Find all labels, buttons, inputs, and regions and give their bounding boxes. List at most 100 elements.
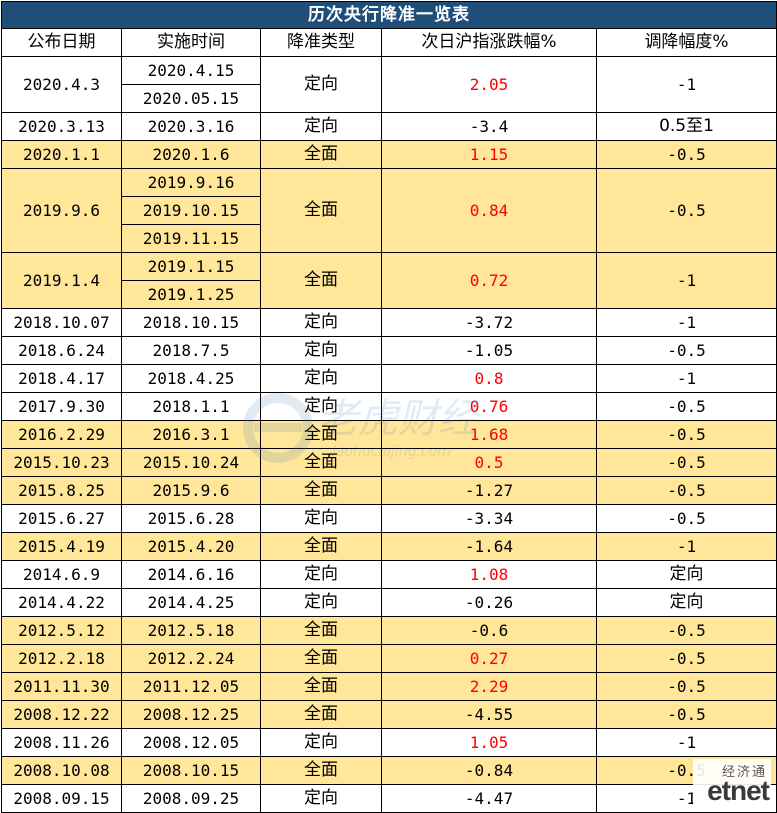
cell-announce: 2020.1.1 bbox=[1, 140, 122, 169]
cell-announce: 2008.11.26 bbox=[1, 728, 122, 757]
header-next-day-change: 次日沪指涨跌幅% bbox=[381, 28, 597, 57]
cell-implement: 2019.9.16 bbox=[121, 168, 261, 197]
table-row: 2008.11.26 2008.12.05 定向 1.05 -1 bbox=[1, 728, 777, 757]
table-row: 2008.09.15 2008.09.25 定向 -4.47 -1 bbox=[1, 784, 777, 813]
cell-cut: -0.5 bbox=[595, 700, 777, 729]
header-cut-size: 调降幅度% bbox=[595, 28, 777, 57]
cell-change: 0.84 bbox=[381, 168, 597, 253]
cell-change: -0.26 bbox=[381, 588, 597, 617]
cell-change: 1.05 bbox=[381, 728, 597, 757]
cell-implement: 2014.6.16 bbox=[121, 560, 261, 589]
cell-type: 全面 bbox=[260, 168, 382, 253]
cell-implement: 2016.3.1 bbox=[121, 420, 261, 449]
cell-announce: 2015.10.23 bbox=[1, 448, 122, 477]
cell-change: -1.64 bbox=[381, 532, 597, 561]
cell-type: 定向 bbox=[260, 504, 382, 533]
cell-change: -1.27 bbox=[381, 476, 597, 505]
table-row: 2019.1.4 2019.1.15 全面 0.72 -1 bbox=[1, 252, 777, 309]
cell-announce: 2019.9.6 bbox=[1, 168, 122, 253]
cell-cut: -0.5 bbox=[595, 616, 777, 645]
cell-cut: -0.5 bbox=[595, 504, 777, 533]
table-row: 2014.6.9 2014.6.16 定向 1.08 定向 bbox=[1, 560, 777, 589]
cell-implement: 2019.1.25 bbox=[121, 280, 261, 309]
cell-type: 定向 bbox=[260, 364, 382, 393]
table-row: 2020.1.1 2020.1.6 全面 1.15 -0.5 bbox=[1, 140, 777, 169]
header-cut-type: 降准类型 bbox=[260, 28, 382, 57]
cell-announce: 2019.1.4 bbox=[1, 252, 122, 309]
table-row: 2019.1.25 bbox=[2, 280, 777, 309]
cell-type: 定向 bbox=[260, 336, 382, 365]
title-row: 历次央行降准一览表 bbox=[0, 1, 777, 29]
table-row: 2018.10.07 2018.10.15 定向 -3.72 -1 bbox=[1, 308, 777, 337]
cell-implement: 2020.1.6 bbox=[121, 140, 261, 169]
cell-change: -0.6 bbox=[381, 616, 597, 645]
table-row: 2015.4.19 2015.4.20 全面 -1.64 -1 bbox=[1, 532, 777, 561]
header-implement-date: 实施时间 bbox=[121, 28, 261, 57]
cell-implement: 2015.10.24 bbox=[121, 448, 261, 477]
cell-announce: 2008.10.08 bbox=[1, 756, 122, 785]
cell-cut: -1 bbox=[595, 364, 777, 393]
cell-change: 2.05 bbox=[381, 56, 597, 113]
table-row: 2012.5.12 2012.5.18 全面 -0.6 -0.5 bbox=[1, 616, 777, 645]
table-row: 2019.11.15 bbox=[2, 224, 777, 253]
cell-cut: -1 bbox=[595, 252, 777, 309]
logo-cn: 经济通 bbox=[721, 765, 767, 780]
cell-change: 0.5 bbox=[381, 448, 597, 477]
cell-implement: 2008.10.15 bbox=[121, 756, 261, 785]
table-row: 2018.4.17 2018.4.25 定向 0.8 -1 bbox=[1, 364, 777, 393]
cell-type: 全面 bbox=[260, 140, 382, 169]
cell-announce: 2008.12.22 bbox=[1, 700, 122, 729]
cell-cut: -0.5 bbox=[595, 392, 777, 421]
table-row: 2011.11.30 2011.12.05 全面 2.29 -0.5 bbox=[1, 672, 777, 701]
cell-implement: 2008.12.25 bbox=[121, 700, 261, 729]
cell-change: 0.76 bbox=[381, 392, 597, 421]
cell-type: 定向 bbox=[260, 784, 382, 813]
cell-change: 1.08 bbox=[381, 560, 597, 589]
cell-implement: 2015.4.20 bbox=[121, 532, 261, 561]
cell-change: -3.34 bbox=[381, 504, 597, 533]
cell-implement: 2019.10.15 bbox=[121, 196, 261, 225]
table-row: 2017.9.30 2018.1.1 定向 0.76 -0.5 bbox=[1, 392, 777, 421]
cell-announce: 2020.4.3 bbox=[1, 56, 122, 113]
cell-type: 全面 bbox=[260, 420, 382, 449]
cell-change: -3.72 bbox=[381, 308, 597, 337]
cell-announce: 2016.2.29 bbox=[1, 420, 122, 449]
cell-announce: 2014.4.22 bbox=[1, 588, 122, 617]
cell-implement: 2019.11.15 bbox=[121, 224, 261, 253]
cell-implement: 2018.1.1 bbox=[121, 392, 261, 421]
cell-announce: 2018.6.24 bbox=[1, 336, 122, 365]
cell-type: 全面 bbox=[260, 700, 382, 729]
cell-implement: 2014.4.25 bbox=[121, 588, 261, 617]
cell-announce: 2015.6.27 bbox=[1, 504, 122, 533]
cell-type: 定向 bbox=[260, 308, 382, 337]
etnet-logo: 经济通 etnet bbox=[693, 759, 771, 806]
cell-implement: 2012.5.18 bbox=[121, 616, 261, 645]
table-row: 2015.6.27 2015.6.28 定向 -3.34 -0.5 bbox=[1, 504, 777, 533]
cell-type: 全面 bbox=[260, 252, 382, 309]
cell-type: 全面 bbox=[260, 532, 382, 561]
cell-announce: 2015.8.25 bbox=[1, 476, 122, 505]
cell-announce: 2020.3.13 bbox=[1, 112, 122, 141]
cell-announce: 2018.10.07 bbox=[1, 308, 122, 337]
cell-change: -1.05 bbox=[381, 336, 597, 365]
cell-cut: -0.5 bbox=[595, 672, 777, 701]
cell-cut: -1 bbox=[595, 728, 777, 757]
cell-implement: 2015.6.28 bbox=[121, 504, 261, 533]
cell-type: 全面 bbox=[260, 476, 382, 505]
cell-type: 全面 bbox=[260, 672, 382, 701]
cell-type: 定向 bbox=[260, 392, 382, 421]
table-title: 历次央行降准一览表 bbox=[0, 1, 777, 29]
cell-announce: 2014.6.9 bbox=[1, 560, 122, 589]
cell-type: 全面 bbox=[260, 448, 382, 477]
table-row: 2015.10.23 2015.10.24 全面 0.5 -0.5 bbox=[1, 448, 777, 477]
cell-cut: -0.5 bbox=[595, 140, 777, 169]
table-row: 2008.12.22 2008.12.25 全面 -4.55 -0.5 bbox=[1, 700, 777, 729]
cell-type: 全面 bbox=[260, 756, 382, 785]
cell-type: 定向 bbox=[260, 112, 382, 141]
cell-cut: 定向 bbox=[595, 560, 777, 589]
cell-implement: 2020.4.15 bbox=[121, 56, 261, 85]
table-row: 2008.10.08 2008.10.15 全面 -0.84 -0.5 bbox=[1, 756, 777, 785]
cell-implement: 2020.05.15 bbox=[121, 84, 261, 113]
cell-announce: 2008.09.15 bbox=[1, 784, 122, 813]
table-row: 2018.6.24 2018.7.5 定向 -1.05 -0.5 bbox=[1, 336, 777, 365]
